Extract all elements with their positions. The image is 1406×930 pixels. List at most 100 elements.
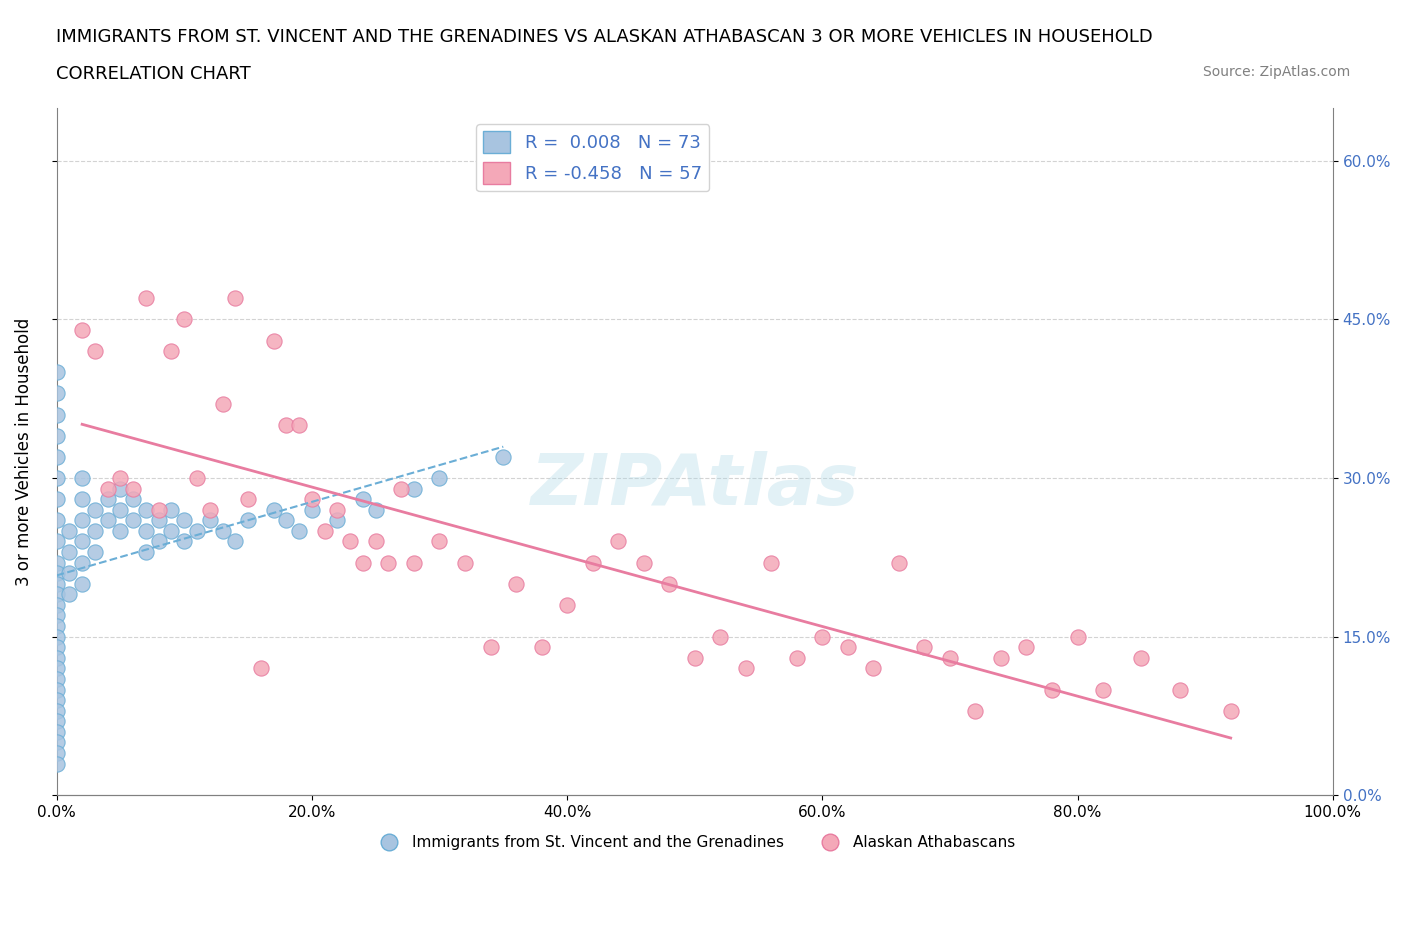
Point [263, 502, 285, 517]
Point [633, 555, 655, 570]
Point [454, 555, 477, 570]
Point [352, 555, 374, 570]
Point [364, 502, 387, 517]
Point [709, 630, 731, 644]
Point [45, 608, 67, 623]
Point [288, 524, 311, 538]
Point [505, 577, 527, 591]
Point [173, 312, 195, 327]
Point [58, 545, 80, 560]
Point [249, 661, 271, 676]
Point [173, 513, 195, 528]
Point [45, 661, 67, 676]
Point [211, 396, 233, 411]
Point [110, 502, 132, 517]
Point [70, 577, 93, 591]
Text: IMMIGRANTS FROM ST. VINCENT AND THE GRENADINES VS ALASKAN ATHABASCAN 3 OR MORE V: IMMIGRANTS FROM ST. VINCENT AND THE GREN… [56, 28, 1153, 46]
Point [1168, 682, 1191, 697]
Point [45, 650, 67, 665]
Point [97, 492, 120, 507]
Point [83, 524, 105, 538]
Point [224, 291, 246, 306]
Point [429, 471, 451, 485]
Point [135, 524, 157, 538]
Point [122, 513, 145, 528]
Point [45, 429, 67, 444]
Point [301, 492, 323, 507]
Point [83, 502, 105, 517]
Point [224, 534, 246, 549]
Point [148, 534, 170, 549]
Point [45, 513, 67, 528]
Point [1040, 682, 1063, 697]
Point [173, 534, 195, 549]
Point [186, 471, 208, 485]
Point [97, 513, 120, 528]
Point [83, 344, 105, 359]
Point [939, 650, 962, 665]
Text: ZIPAtlas: ZIPAtlas [530, 451, 859, 521]
Point [135, 545, 157, 560]
Point [45, 693, 67, 708]
Point [45, 587, 67, 602]
Point [402, 555, 425, 570]
Point [45, 386, 67, 401]
Point [555, 597, 578, 612]
Point [70, 492, 93, 507]
Point [389, 481, 412, 496]
Point [148, 513, 170, 528]
Point [45, 597, 67, 612]
Point [965, 703, 987, 718]
Point [45, 565, 67, 580]
Point [70, 323, 93, 338]
Point [45, 714, 67, 729]
Point [135, 502, 157, 517]
Point [45, 449, 67, 464]
Point [45, 555, 67, 570]
Point [761, 555, 783, 570]
Point [683, 650, 706, 665]
Point [45, 492, 67, 507]
Point [198, 513, 221, 528]
Point [837, 640, 859, 655]
Point [402, 481, 425, 496]
Point [45, 756, 67, 771]
Point [70, 471, 93, 485]
Point [122, 481, 145, 496]
Point [607, 534, 630, 549]
Point [45, 577, 67, 591]
Point [45, 746, 67, 761]
Point [314, 524, 336, 538]
Point [45, 703, 67, 718]
Point [236, 492, 259, 507]
Point [110, 481, 132, 496]
Point [83, 545, 105, 560]
Point [160, 502, 183, 517]
Y-axis label: 3 or more Vehicles in Household: 3 or more Vehicles in Household [15, 317, 32, 586]
Point [492, 449, 515, 464]
Point [1015, 640, 1038, 655]
Point [352, 492, 374, 507]
Point [58, 565, 80, 580]
Point [1130, 650, 1153, 665]
Point [429, 534, 451, 549]
Point [862, 661, 884, 676]
Point [912, 640, 935, 655]
Point [326, 502, 349, 517]
Point [263, 333, 285, 348]
Point [786, 650, 808, 665]
Point [135, 291, 157, 306]
Point [110, 471, 132, 485]
Point [236, 513, 259, 528]
Point [45, 534, 67, 549]
Point [45, 630, 67, 644]
Point [301, 502, 323, 517]
Point [58, 524, 80, 538]
Point [198, 502, 221, 517]
Text: CORRELATION CHART: CORRELATION CHART [56, 65, 252, 83]
Point [186, 524, 208, 538]
Point [45, 407, 67, 422]
Point [110, 524, 132, 538]
Point [160, 344, 183, 359]
Point [276, 513, 298, 528]
